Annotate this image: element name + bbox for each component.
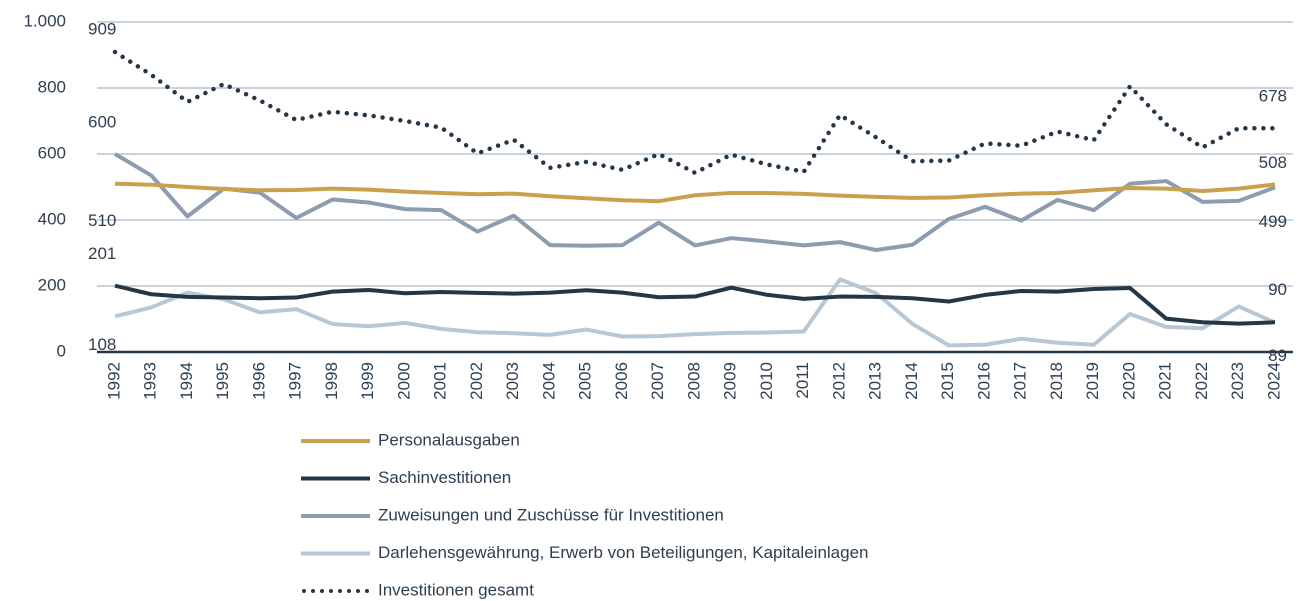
x-tick-label: 2017 — [1011, 362, 1030, 400]
data-label: 499 — [1259, 212, 1287, 231]
series-line — [113, 152, 1276, 253]
x-tick-label: 2008 — [684, 362, 703, 400]
x-tick-label: 1995 — [213, 362, 232, 400]
x-tick-label: 1992 — [104, 362, 123, 400]
x-tick-label: 1994 — [177, 362, 196, 400]
x-tick-label: 2016 — [974, 362, 993, 400]
y-tick-label: 800 — [38, 77, 66, 96]
legend-label: Zuweisungen und Zuschüsse für Investitio… — [378, 505, 724, 524]
x-tick-label: 2011 — [793, 362, 812, 399]
data-label: 90 — [1268, 280, 1287, 299]
x-tick-label: 2000 — [394, 362, 413, 400]
x-tick-label: 2006 — [612, 362, 631, 400]
series-line — [114, 283, 1276, 326]
x-tick-label: 1998 — [322, 362, 341, 400]
x-tick-label: 2012 — [829, 362, 848, 400]
x-tick-label: 2007 — [648, 362, 667, 400]
data-label: 909 — [88, 20, 116, 39]
x-tick-label: 1996 — [249, 362, 268, 400]
x-tick-label: 2015 — [938, 362, 957, 400]
x-tick-label: 2010 — [757, 362, 776, 400]
data-label: 108 — [88, 335, 116, 354]
x-tick-label: 2022 — [1192, 362, 1211, 400]
x-tick-label: 2019 — [1083, 362, 1102, 400]
x-tick-label: 2005 — [576, 362, 595, 400]
x-tick-label: 2004 — [539, 362, 558, 400]
series-line — [114, 277, 1276, 348]
legend-label: Darlehensgewährung, Erwerb von Beteiligu… — [378, 543, 869, 562]
data-label: 201 — [88, 244, 116, 263]
x-tick-label: 1999 — [358, 362, 377, 400]
legend-label: Investitionen gesamt — [378, 580, 534, 599]
y-tick-label: 600 — [38, 143, 66, 162]
data-label: 89 — [1268, 346, 1287, 365]
x-tick-label: 2002 — [467, 362, 486, 400]
series-line — [114, 181, 1276, 204]
y-tick-label: 400 — [38, 209, 66, 228]
x-tick-label: 2023 — [1228, 362, 1247, 400]
x-tick-label: 2021 — [1156, 362, 1175, 400]
x-tick-label: 2014 — [902, 362, 921, 400]
series-line — [112, 49, 1278, 176]
x-tick-label: 1993 — [141, 362, 160, 400]
data-label: 510 — [88, 211, 116, 230]
legend-label: Sachinvestitionen — [378, 468, 511, 487]
x-tick-label: 2024 — [1264, 362, 1283, 400]
x-tick-label: 2020 — [1119, 362, 1138, 400]
x-tick-label: 2018 — [1047, 362, 1066, 400]
legend-label: Personalausgaben — [378, 430, 520, 449]
x-tick-label: 2003 — [503, 362, 522, 400]
x-tick-label: 2001 — [431, 362, 450, 400]
data-label: 600 — [88, 112, 116, 131]
y-tick-label: 1.000 — [23, 11, 66, 30]
data-label: 508 — [1259, 153, 1287, 172]
y-tick-label: 0 — [57, 341, 66, 360]
x-tick-label: 2013 — [866, 362, 885, 400]
x-tick-label: 2009 — [721, 362, 740, 400]
data-label: 678 — [1259, 87, 1287, 106]
x-tick-label: 1997 — [286, 362, 305, 400]
y-tick-label: 200 — [38, 275, 66, 294]
